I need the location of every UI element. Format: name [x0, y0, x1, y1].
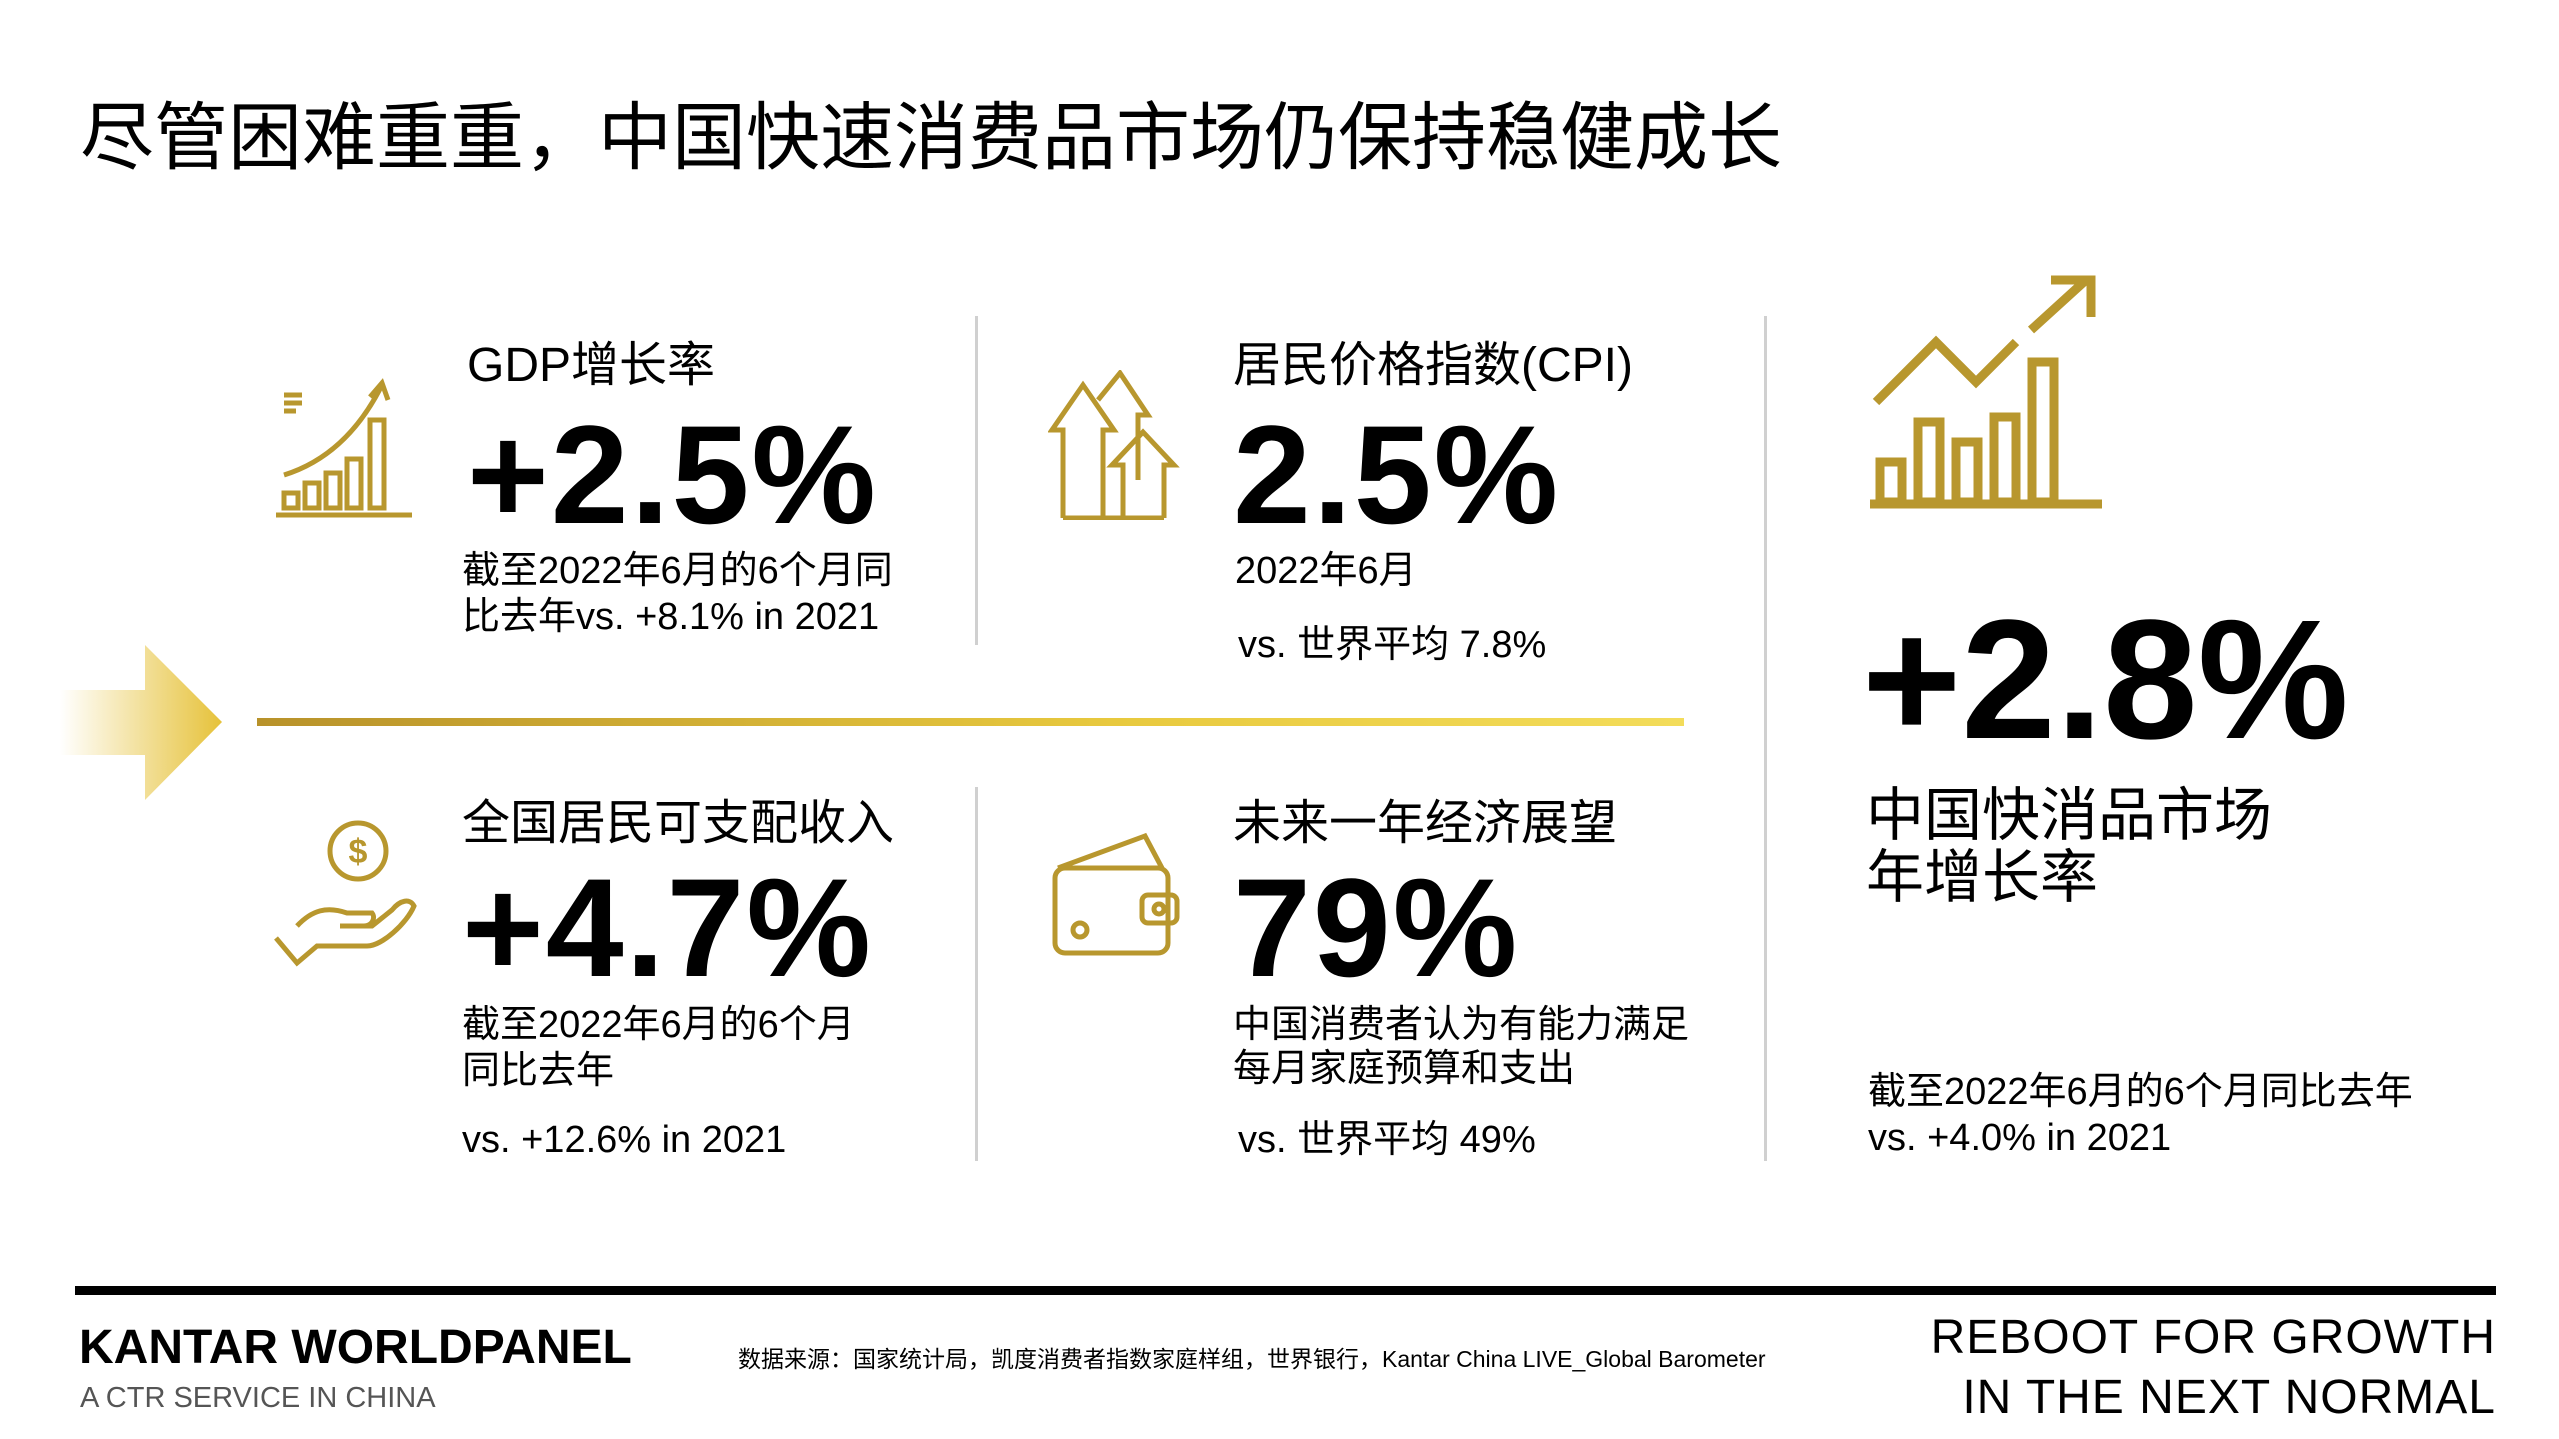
- outlook-label: 未来一年经济展望: [1233, 797, 1618, 850]
- gdp-value: +2.5%: [467, 396, 878, 553]
- tagline-1: REBOOT FOR GROWTH: [1930, 1311, 2496, 1364]
- hand-coin-icon: $: [274, 820, 417, 967]
- data-source: 数据来源：国家统计局，凯度消费者指数家庭样组，世界银行，Kantar China…: [738, 1346, 1766, 1372]
- arrow-right-icon: [60, 645, 222, 800]
- growth-bars-icon: [1870, 275, 2102, 509]
- fmcg-growth-value: +2.8%: [1862, 585, 2349, 775]
- outlook-vs: vs. 世界平均 49%: [1238, 1119, 1536, 1161]
- fmcg-note-2: vs. +4.0% in 2021: [1868, 1117, 2172, 1159]
- fmcg-label-2: 年增长率: [1866, 845, 2099, 910]
- gdp-note-2: 比去年vs. +8.1% in 2021: [462, 596, 880, 638]
- brand-logo: KANTAR WORLDPANEL: [79, 1321, 632, 1374]
- divider: [1764, 316, 1767, 1161]
- cpi-label: 居民价格指数(CPI): [1233, 339, 1633, 392]
- gdp-note-1: 截至2022年6月的6个月同: [462, 550, 893, 592]
- outlook-note-1: 中国消费者认为有能力满足: [1233, 1004, 1690, 1046]
- up-arrows-icon: [1048, 370, 1180, 520]
- income-note-2: 同比去年: [462, 1050, 615, 1092]
- fmcg-label-1: 中国快消品市场: [1866, 783, 2273, 848]
- gold-divider-line: [257, 718, 1684, 726]
- wallet-icon: [1052, 832, 1180, 956]
- income-value: +4.7%: [462, 849, 873, 1006]
- income-vs: vs. +12.6% in 2021: [462, 1119, 787, 1161]
- svg-text:$: $: [349, 833, 368, 871]
- cpi-date: 2022年6月: [1235, 550, 1417, 592]
- income-note-1: 截至2022年6月的6个月: [462, 1004, 855, 1046]
- divider: [975, 316, 978, 645]
- brand-subtitle: A CTR SERVICE IN CHINA: [80, 1382, 436, 1414]
- outlook-value: 79%: [1233, 849, 1520, 1006]
- gdp-label: GDP增长率: [467, 339, 716, 392]
- fmcg-note-1: 截至2022年6月的6个月同比去年: [1868, 1071, 2413, 1113]
- cpi-vs: vs. 世界平均 7.8%: [1238, 624, 1547, 666]
- footer-rule: [75, 1286, 2496, 1295]
- growth-chart-icon: [276, 378, 412, 518]
- cpi-value: 2.5%: [1233, 396, 1561, 553]
- income-label: 全国居民可支配收入: [462, 797, 895, 850]
- outlook-note-2: 每月家庭预算和支出: [1233, 1048, 1576, 1090]
- page-title: 尽管困难重重，中国快速消费品市场仍保持稳健成长: [80, 96, 1782, 179]
- divider: [975, 787, 978, 1161]
- tagline-2: IN THE NEXT NORMAL: [1962, 1371, 2496, 1424]
